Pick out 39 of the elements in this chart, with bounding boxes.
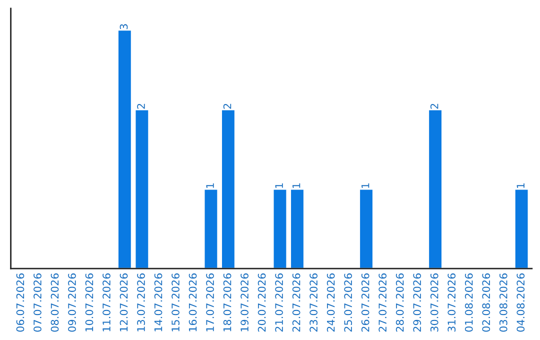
x-tick-label: 16.07.2026 [188, 273, 197, 332]
x-tick-label: 10.07.2026 [85, 273, 94, 332]
x-tick-label: 12.07.2026 [120, 273, 128, 332]
data-label: 3 [120, 24, 128, 30]
x-tick-label: 26.07.2026 [361, 273, 370, 332]
x-tick-label: 17.07.2026 [206, 273, 214, 332]
data-label: 1 [292, 183, 300, 188]
data-label: 2 [430, 104, 438, 109]
x-tick-label: 18.07.2026 [223, 273, 232, 332]
x-tick-label: 22.07.2026 [292, 273, 300, 332]
x-tick-label: 28.07.2026 [396, 273, 404, 332]
x-tick-label: 25.07.2026 [344, 273, 352, 332]
data-label: 1 [362, 183, 370, 188]
x-tick-label: 14.07.2026 [154, 273, 162, 332]
x-tick-label: 06.07.2026 [16, 273, 24, 332]
data-label: 1 [516, 183, 524, 188]
x-tick-label: 31.07.2026 [448, 273, 456, 332]
x-tick-label: 11.07.2026 [102, 273, 110, 332]
x-tick-label: 30.07.2026 [430, 273, 438, 332]
data-label: 1 [275, 183, 283, 188]
x-tick-label: 27.07.2026 [378, 273, 387, 332]
x-tick-label: 07.07.2026 [34, 273, 42, 332]
x-tick-label: 24.07.2026 [326, 273, 335, 332]
x-tick-label: 03.08.2026 [499, 273, 508, 332]
x-tick-label: 04.08.2026 [516, 273, 525, 332]
data-label: 1 [206, 183, 214, 188]
x-tick-label: 13.07.2026 [137, 273, 145, 332]
x-tick-label: 15.07.2026 [172, 273, 180, 332]
x-tick-label: 09.07.2026 [68, 273, 76, 332]
data-label: 2 [223, 104, 232, 109]
x-tick-label: 01.08.2026 [464, 273, 473, 332]
x-tick-label: 20.07.2026 [258, 273, 266, 332]
data-label: 2 [137, 104, 145, 109]
x-tick-label: 02.08.2026 [482, 273, 490, 332]
x-tick-label: 08.07.2026 [50, 273, 59, 332]
x-tick-label: 21.07.2026 [275, 273, 283, 332]
x-tick-label: 19.07.2026 [240, 273, 248, 332]
x-tick-label: 23.07.2026 [310, 273, 318, 332]
x-tick-label: 29.07.2026 [413, 273, 422, 332]
